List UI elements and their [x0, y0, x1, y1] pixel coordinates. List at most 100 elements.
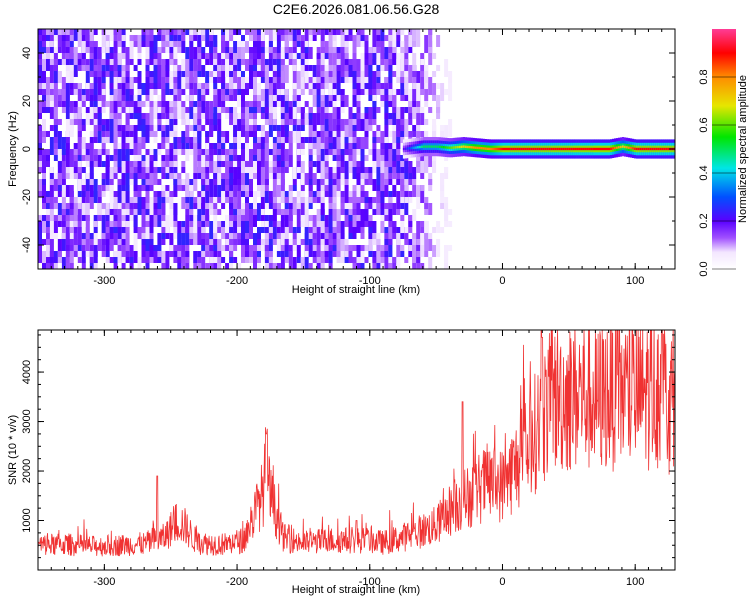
spectrogram-cell [133, 77, 138, 83]
spectrogram-cell [197, 119, 202, 125]
spectrogram-cell [61, 83, 66, 101]
spectrogram-cell [344, 161, 349, 167]
spectrogram-cell [217, 221, 222, 227]
spectrogram-cell [93, 95, 98, 101]
spectrogram-cell [280, 29, 285, 35]
spectrogram-cell [97, 149, 102, 167]
spectrogram-cell [233, 71, 238, 83]
spectrogram-cell [49, 107, 54, 119]
signal-track-cell [546, 147, 549, 151]
colorbar-tick-label: 0.8 [698, 69, 710, 84]
spectrogram-cell [280, 47, 285, 53]
colorbar-tick-label: 0.4 [698, 165, 710, 180]
spectrogram-cell [300, 167, 305, 185]
spectrogram-cell [193, 47, 198, 59]
spectrogram-cell [109, 59, 114, 65]
spectrogram-cell [121, 35, 126, 41]
signal-track-cell [598, 147, 601, 151]
spectrogram-cell [97, 239, 102, 251]
spectrogram-cell [288, 101, 293, 107]
spectrogram-cell [141, 83, 146, 95]
spectrogram-cell [42, 179, 46, 185]
spectrogram-cell [428, 203, 433, 215]
y-tick-label: 40 [21, 47, 33, 59]
spectrogram-cell [53, 173, 58, 179]
signal-track-cell [514, 147, 517, 151]
spectrogram-cell [412, 83, 417, 101]
spectrogram-cell [237, 89, 242, 95]
spectrogram-cell [46, 149, 50, 155]
spectrogram-cell [316, 131, 321, 137]
spectrogram-cell [376, 47, 381, 65]
spectrogram-cell [105, 233, 110, 239]
spectrogram-cell [205, 245, 210, 251]
spectrogram-cell [320, 65, 325, 71]
spectrogram-cell [193, 143, 198, 161]
signal-track-cell [552, 147, 555, 151]
spectrogram-cell [181, 59, 186, 71]
spectrogram-cell [89, 161, 94, 179]
signal-track-cell [490, 147, 493, 151]
spectrogram-cell [264, 59, 269, 65]
spectrogram-cell [65, 263, 70, 269]
spectrogram-cell [292, 83, 297, 89]
spectrogram-cell [213, 77, 218, 83]
spectrogram-cell [372, 101, 377, 119]
spectrogram-cell [149, 83, 154, 101]
spectrogram-cell [93, 89, 98, 95]
spectrogram-cell [85, 83, 90, 89]
spectrogram-cell [432, 71, 437, 77]
spectrogram-cell [376, 41, 381, 47]
signal-track-cell [456, 145, 459, 149]
spectrogram-cell [125, 143, 130, 149]
spectrogram-cell [268, 149, 273, 155]
spectrogram-cell [229, 251, 234, 257]
spectrogram-cell [153, 65, 158, 83]
spectrogram-cell [193, 173, 198, 179]
spectrogram-cell [304, 113, 309, 125]
signal-track-cell [661, 147, 664, 151]
spectrogram-cell [221, 179, 226, 191]
spectrogram-cell [129, 197, 134, 203]
spectrogram-cell [340, 197, 345, 203]
spectrogram-cell [189, 179, 194, 185]
spectrogram-cell [340, 47, 345, 53]
spectrogram-cell [340, 119, 345, 131]
spectrogram-cell [332, 221, 337, 227]
spectrogram-cell [69, 113, 74, 119]
spectrogram-cell [205, 185, 210, 203]
spectrogram-cell [145, 167, 150, 173]
spectrogram-cell [316, 209, 321, 221]
spectrogram-cell [328, 47, 333, 65]
spectrogram-cell [73, 233, 78, 245]
spectrogram-cell [352, 119, 357, 125]
spectrogram-cell [101, 245, 106, 251]
spectrogram-cell [320, 203, 325, 215]
spectrogram-cell [101, 173, 106, 179]
signal-track-cell [438, 145, 442, 148]
spectrogram-cell [440, 227, 445, 233]
spectrogram-cell [193, 257, 198, 263]
spectrogram-cell [181, 35, 186, 41]
spectrogram-cell [316, 137, 321, 155]
spectrogram-cell [380, 29, 385, 41]
spectrogram-cell [284, 95, 289, 101]
spectrogram-cell [404, 107, 409, 113]
spectrogram-cell [121, 239, 126, 257]
spectrogram-cell [69, 89, 74, 95]
spectrogram-cell [268, 77, 273, 83]
colorbar-tick-label: 0.0 [698, 261, 710, 276]
spectrogram-cell [348, 137, 353, 143]
spectrogram-cell [340, 53, 345, 71]
spectrogram-cell [432, 227, 437, 233]
signal-track-cell [478, 146, 481, 150]
spectrogram-cell [149, 155, 154, 173]
spectrogram-cell [260, 245, 265, 251]
spectrogram-cell [404, 197, 409, 215]
spectrogram-cell [408, 113, 413, 119]
spectrogram-cell [109, 101, 114, 113]
spectrogram-cell [61, 137, 66, 155]
spectrogram-cell [225, 233, 230, 239]
spectrogram-cell [129, 203, 134, 209]
spectrogram-cell [388, 209, 393, 221]
